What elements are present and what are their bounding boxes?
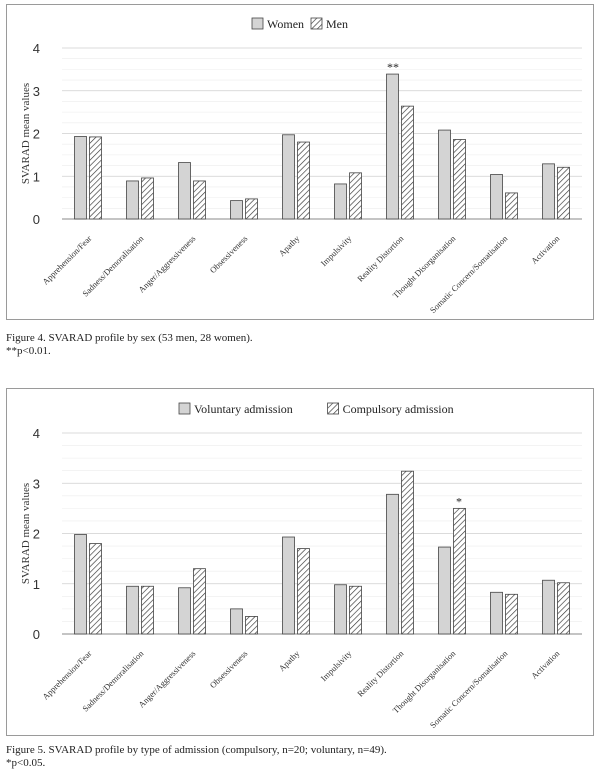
- legend-swatch-compulsory-admission: [327, 402, 340, 415]
- bar-women-apathy: [282, 134, 295, 220]
- x-tick-label-obsessiveness: Obsessiveness: [208, 648, 250, 690]
- bar-voluntary-admission-activation: [542, 579, 555, 635]
- bar-men-activation: [557, 166, 570, 220]
- x-tick-label-activation: Activation: [529, 648, 562, 681]
- x-tick-label-apprehension-fear: Apprehension/Fear: [40, 233, 93, 286]
- bar-men-obsessiveness: [245, 198, 258, 220]
- bar-voluntary-admission-sadness-demoralisation: [126, 585, 139, 635]
- figure-4-caption: Figure 4. SVARAD profile by sex (53 men,…: [6, 332, 253, 358]
- bar-men-sadness-demoralisation: [141, 177, 154, 220]
- y-tick-label: 2: [33, 527, 40, 542]
- legend-label-men: Men: [326, 17, 348, 31]
- bar-voluntary-admission-apathy: [282, 536, 295, 635]
- bar-women-obsessiveness: [230, 200, 243, 220]
- x-tick-label-activation: Activation: [529, 233, 562, 266]
- y-tick-label: 0: [33, 627, 40, 642]
- bar-voluntary-admission-obsessiveness: [230, 608, 243, 635]
- legend-swatch-voluntary-admission: [178, 402, 191, 415]
- bar-voluntary-admission-impulsivity: [334, 584, 347, 635]
- legend-swatch-women: [251, 17, 264, 30]
- figure-4-caption-text: Figure 4. SVARAD profile by sex (53 men,…: [6, 332, 253, 344]
- bar-voluntary-admission-reality-distortion: [386, 493, 399, 635]
- bar-women-impulsivity: [334, 183, 347, 220]
- bar-compulsory-admission-apathy: [297, 548, 310, 635]
- bar-women-somatic-concern-somatisation: [490, 174, 503, 220]
- x-tick-label-impulsivity: Impulsivity: [319, 233, 354, 268]
- y-tick-label: 3: [33, 84, 40, 99]
- significance-marker: **: [387, 60, 399, 74]
- y-tick-label: 3: [33, 476, 40, 491]
- bar-compulsory-admission-thought-disorganisation: [453, 507, 466, 635]
- x-tick-label-obsessiveness: Obsessiveness: [208, 233, 250, 275]
- chart-legend: Women Men: [251, 17, 348, 31]
- bar-voluntary-admission-somatic-concern-somatisation: [490, 591, 503, 635]
- bar-compulsory-admission-impulsivity: [349, 585, 362, 635]
- legend-swatch-men: [310, 17, 323, 30]
- bar-women-anger-aggressiveness: [178, 162, 191, 220]
- bar-women-thought-disorganisation: [438, 129, 451, 220]
- bar-compulsory-admission-apprehension-fear: [89, 543, 102, 635]
- bar-compulsory-admission-obsessiveness: [245, 616, 258, 635]
- legend-label-women: Women: [267, 17, 304, 31]
- bar-men-reality-distortion: [401, 105, 414, 220]
- y-axis-label: SVARAD mean values: [20, 83, 32, 184]
- bar-men-somatic-concern-somatisation: [505, 192, 518, 220]
- bar-men-impulsivity: [349, 172, 362, 220]
- y-tick-label: 2: [33, 127, 40, 142]
- bar-voluntary-admission-anger-aggressiveness: [178, 587, 191, 635]
- bar-compulsory-admission-somatic-concern-somatisation: [505, 593, 518, 635]
- figure-5-bar-chart: 0 1 2 3 4 SVARAD mean values Apprehension/Fear…: [20, 402, 582, 730]
- bar-women-activation: [542, 163, 555, 220]
- x-tick-label-apprehension-fear: Apprehension/Fear: [40, 648, 93, 701]
- bar-men-apathy: [297, 141, 310, 220]
- figure-4-significance-note: **p<0.01.: [6, 345, 51, 357]
- y-tick-label: 1: [33, 577, 40, 592]
- y-tick-label: 1: [33, 169, 40, 184]
- bar-women-sadness-demoralisation: [126, 180, 139, 220]
- legend-label-voluntary-admission: Voluntary admission: [194, 402, 293, 416]
- bar-men-apprehension-fear: [89, 136, 102, 220]
- chart-legend: Voluntary admission Compulsory admission: [178, 402, 454, 416]
- figure-5-caption: Figure 5. SVARAD profile by type of admi…: [6, 744, 387, 770]
- bar-compulsory-admission-activation: [557, 582, 570, 635]
- figure-5-chart-panel: 0 1 2 3 4 SVARAD mean values Apprehension/Fear…: [6, 388, 594, 736]
- x-tick-label-apathy: Apathy: [277, 648, 302, 673]
- bar-compulsory-admission-sadness-demoralisation: [141, 585, 154, 635]
- x-tick-label-anger-aggressiveness: Anger/Aggressiveness: [136, 648, 197, 709]
- y-tick-label: 0: [33, 212, 40, 227]
- y-tick-label: 4: [33, 41, 40, 56]
- significance-marker: *: [456, 494, 462, 508]
- figure-4-bar-chart: 0 1 2 3 4 SVARAD mean values Apprehension/Fear…: [20, 17, 582, 315]
- x-tick-label-impulsivity: Impulsivity: [319, 648, 354, 683]
- bar-women-apprehension-fear: [74, 136, 87, 220]
- bar-voluntary-admission-apprehension-fear: [74, 534, 87, 635]
- x-tick-label-anger-aggressiveness: Anger/Aggressiveness: [136, 233, 197, 294]
- bar-men-thought-disorganisation: [453, 139, 466, 220]
- figure-5-caption-text: Figure 5. SVARAD profile by type of admi…: [6, 744, 387, 756]
- bar-compulsory-admission-anger-aggressiveness: [193, 568, 206, 635]
- bar-compulsory-admission-reality-distortion: [401, 470, 414, 635]
- bar-voluntary-admission-thought-disorganisation: [438, 546, 451, 635]
- x-tick-label-reality-distortion: Reality Distortion: [355, 648, 406, 699]
- y-axis-label: SVARAD mean values: [20, 483, 32, 584]
- bar-men-anger-aggressiveness: [193, 180, 206, 220]
- bar-women-reality-distortion: [386, 73, 399, 220]
- figure-4-chart-panel: 0 1 2 3 4 SVARAD mean values Apprehension/Fear…: [6, 4, 594, 320]
- x-tick-label-apathy: Apathy: [277, 233, 302, 258]
- x-tick-label-reality-distortion: Reality Distortion: [355, 233, 406, 284]
- figure-5-significance-note: *p<0.05.: [6, 757, 46, 769]
- legend-label-compulsory-admission: Compulsory admission: [343, 402, 454, 416]
- y-tick-label: 4: [33, 426, 40, 441]
